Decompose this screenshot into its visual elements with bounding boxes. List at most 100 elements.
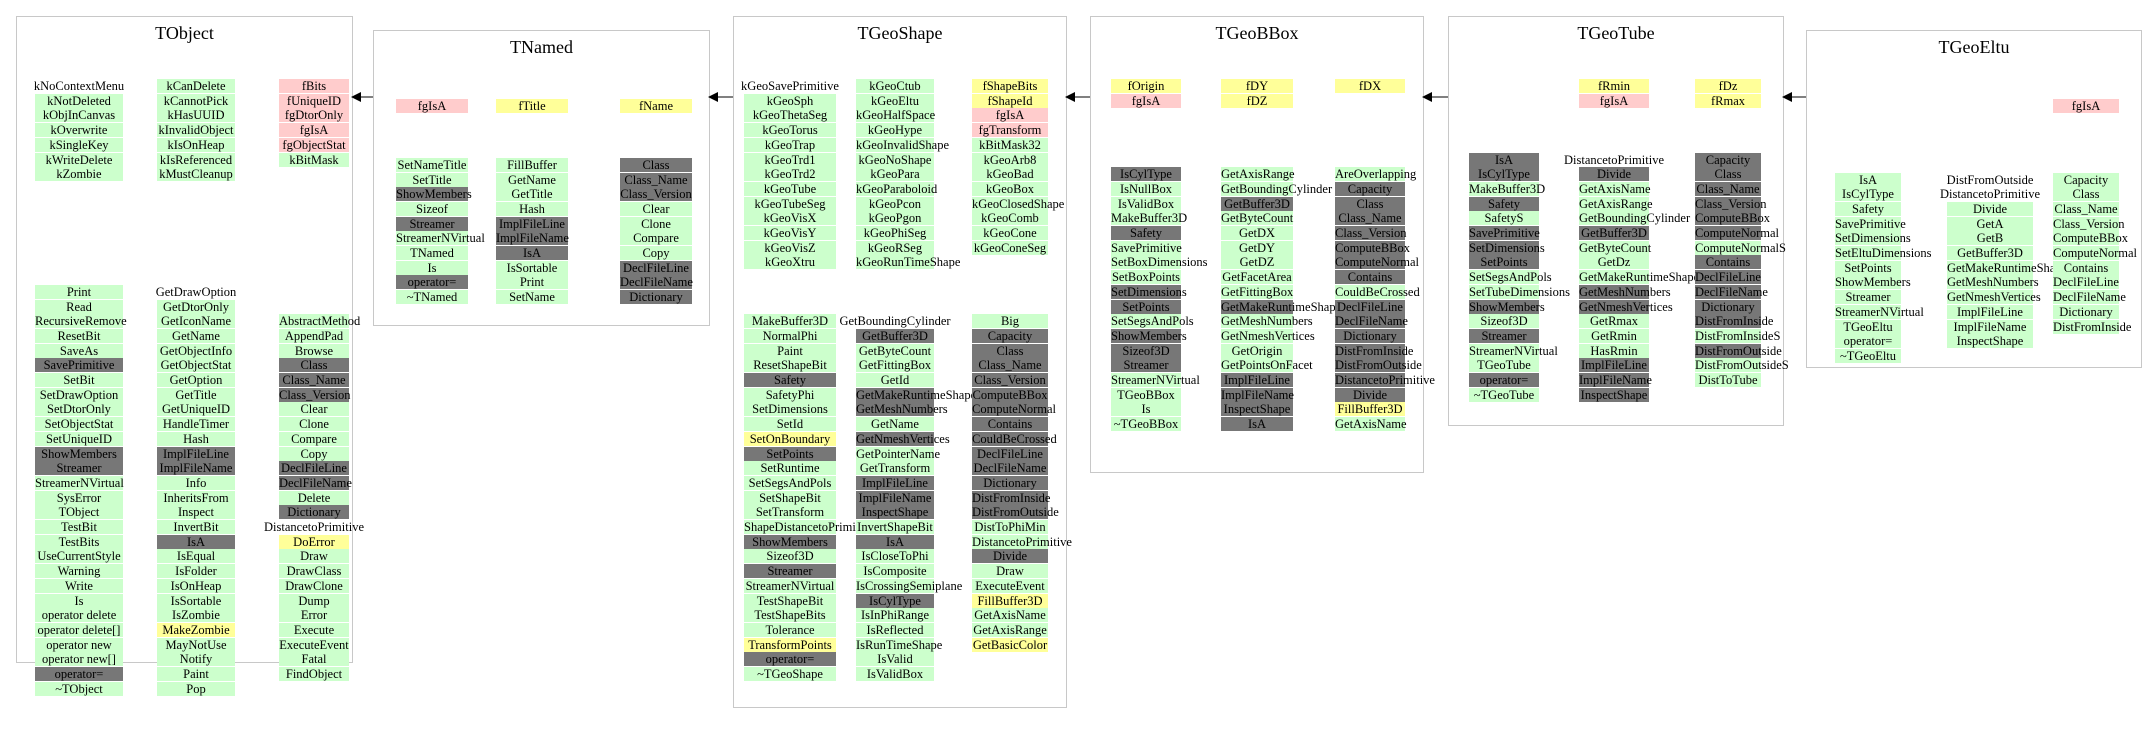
class-member: Class_Version xyxy=(1695,196,1767,211)
class-member: DeclFileName xyxy=(279,475,352,490)
class-member: kGeoParaboloid xyxy=(856,181,938,196)
class-member: Streamer xyxy=(396,216,468,231)
class-member: DistancetoPrimitive xyxy=(264,520,364,534)
class-member: GetIconName xyxy=(157,314,235,329)
class-member: GetMeshNumbers xyxy=(1221,314,1313,329)
class-member: Hash xyxy=(157,431,235,446)
class-member: SetBoxPoints xyxy=(1111,270,1181,285)
class-member: Divide xyxy=(972,549,1048,564)
class-member: GetDY xyxy=(1221,240,1293,255)
class-member: Dictionary xyxy=(972,475,1048,490)
class-member: FillBuffer xyxy=(496,157,568,172)
class-member: ~TObject xyxy=(35,681,123,696)
class-member: kGeoHalfSpace xyxy=(856,108,936,123)
class-member: ImplFileLine xyxy=(1221,373,1293,387)
class-member: kGeoXtru xyxy=(744,255,836,270)
class-member: TObject xyxy=(35,505,123,520)
class-member: SafetyPhi xyxy=(744,387,836,402)
class-box-tobject: TObject kNoContextMenu kNotDeleted kObjInC… xyxy=(16,16,364,696)
class-member: Class_Name xyxy=(2053,201,2119,216)
class-member: GetBuffer3D xyxy=(1221,196,1293,211)
class-title: TGeoShape xyxy=(857,23,943,43)
class-member: GetId xyxy=(856,373,934,387)
class-member: kGeoTrd1 xyxy=(744,152,836,167)
class-member: Class_Version xyxy=(279,387,351,402)
class-member: ComputeNormal xyxy=(972,402,1057,417)
class-member: InspectShape xyxy=(1947,334,2033,349)
class-member: kGeoConeSeg xyxy=(972,240,1048,255)
class-member: Clone xyxy=(279,417,349,432)
class-member: DeclFileName xyxy=(620,275,693,290)
class-member: kSingleKey xyxy=(35,137,123,152)
class-member: GetAxisName xyxy=(1579,181,1651,196)
class-member: SetOnBoundary xyxy=(744,431,836,446)
class-member: DistancetoPrimitive xyxy=(1564,152,1664,167)
class-member: Safety xyxy=(1111,226,1181,240)
class-member: Capacity xyxy=(1695,152,1761,167)
class-member: Dictionary xyxy=(2053,304,2119,319)
class-member: Class_Name xyxy=(279,373,349,387)
class-member: kGeoBox xyxy=(972,181,1048,196)
class-member: Safety xyxy=(1469,196,1539,211)
class-member: GetByteCount xyxy=(1221,211,1294,226)
class-member: TNamed xyxy=(396,246,468,260)
class-member: Class_Name xyxy=(620,172,692,187)
class-member: IsCylType xyxy=(856,593,934,608)
class-member: GetDrawOption xyxy=(155,284,237,299)
class-member: GetUniqueID xyxy=(157,402,235,417)
class-member: Streamer xyxy=(1469,328,1539,343)
class-member: kGeoPhiSeg xyxy=(856,226,934,240)
class-member: InvertBit xyxy=(157,520,235,534)
class-member: fDz xyxy=(1695,79,1761,93)
class-member: Is xyxy=(1111,402,1181,417)
class-member: GetAxisRange xyxy=(1221,167,1295,182)
class-member: SetSegsAndPols xyxy=(1111,314,1194,329)
class-member: SetTitle xyxy=(396,172,468,187)
class-member: fgIsA xyxy=(972,108,1048,123)
class-member: operator= xyxy=(1835,334,1901,349)
class-member: MayNotUse xyxy=(157,637,235,652)
class-member: SetDtorOnly xyxy=(35,402,123,417)
class-member: fgIsA xyxy=(396,99,468,113)
class-member: SetPoints xyxy=(744,446,836,461)
class-member: Delete xyxy=(279,490,349,505)
class-member: DistFromOutside xyxy=(1695,343,1782,358)
class-member: DeclFileLine xyxy=(1335,299,1405,314)
class-member: ComputeBBox xyxy=(1335,240,1411,255)
class-member: ImplFileName xyxy=(157,461,235,476)
class-member: kGeoClosedShape xyxy=(972,196,1065,211)
class-member: Safety xyxy=(744,373,836,387)
class-member: kGeoNoShape xyxy=(856,152,934,167)
class-member: kCanDelete xyxy=(157,79,235,93)
class-member: GetA xyxy=(1947,216,2033,231)
class-member: GetObjectInfo xyxy=(157,343,235,358)
class-member: ImplFileLine xyxy=(157,446,235,461)
class-member: Class_Name xyxy=(1335,211,1405,226)
class-member: ~TGeoBBox xyxy=(1111,417,1181,432)
class-member: Class xyxy=(1695,167,1761,182)
class-member: GetFittingBox xyxy=(856,358,934,373)
class-title: TGeoBBox xyxy=(1215,23,1299,43)
class-member: Class xyxy=(972,343,1048,358)
class-member: DistancetoPrimitive xyxy=(972,534,1072,549)
class-member: IsZombie xyxy=(157,608,235,623)
class-member: kGeoSavePrimitive xyxy=(741,79,839,93)
class-member: IsFolder xyxy=(157,564,235,579)
class-member: SavePrimitive xyxy=(1469,226,1540,240)
class-member: GetFittingBox xyxy=(1221,284,1294,299)
class-member: kGeoTorus xyxy=(744,123,836,138)
class-member: ExecuteEvent xyxy=(279,637,349,652)
class-member: Big xyxy=(972,314,1048,329)
class-member: DistFromInsideS xyxy=(1695,328,1781,343)
class-member: SetPoints xyxy=(1469,255,1539,270)
class-member: Fatal xyxy=(279,652,349,667)
class-member: Class xyxy=(1335,196,1405,211)
class-member: kGeoThetaSeg xyxy=(744,108,836,123)
class-member: ShowMembers xyxy=(1835,275,1911,290)
class-member: Class_Version xyxy=(1335,226,1407,240)
class-member: fRmin xyxy=(1579,79,1649,93)
class-member: ~TGeoEltu xyxy=(1835,348,1901,363)
class-member: InvertShapeBit xyxy=(856,520,934,534)
class-member: MakeBuffer3D xyxy=(1469,181,1546,196)
class-member: ComputeBBox xyxy=(2053,231,2129,246)
